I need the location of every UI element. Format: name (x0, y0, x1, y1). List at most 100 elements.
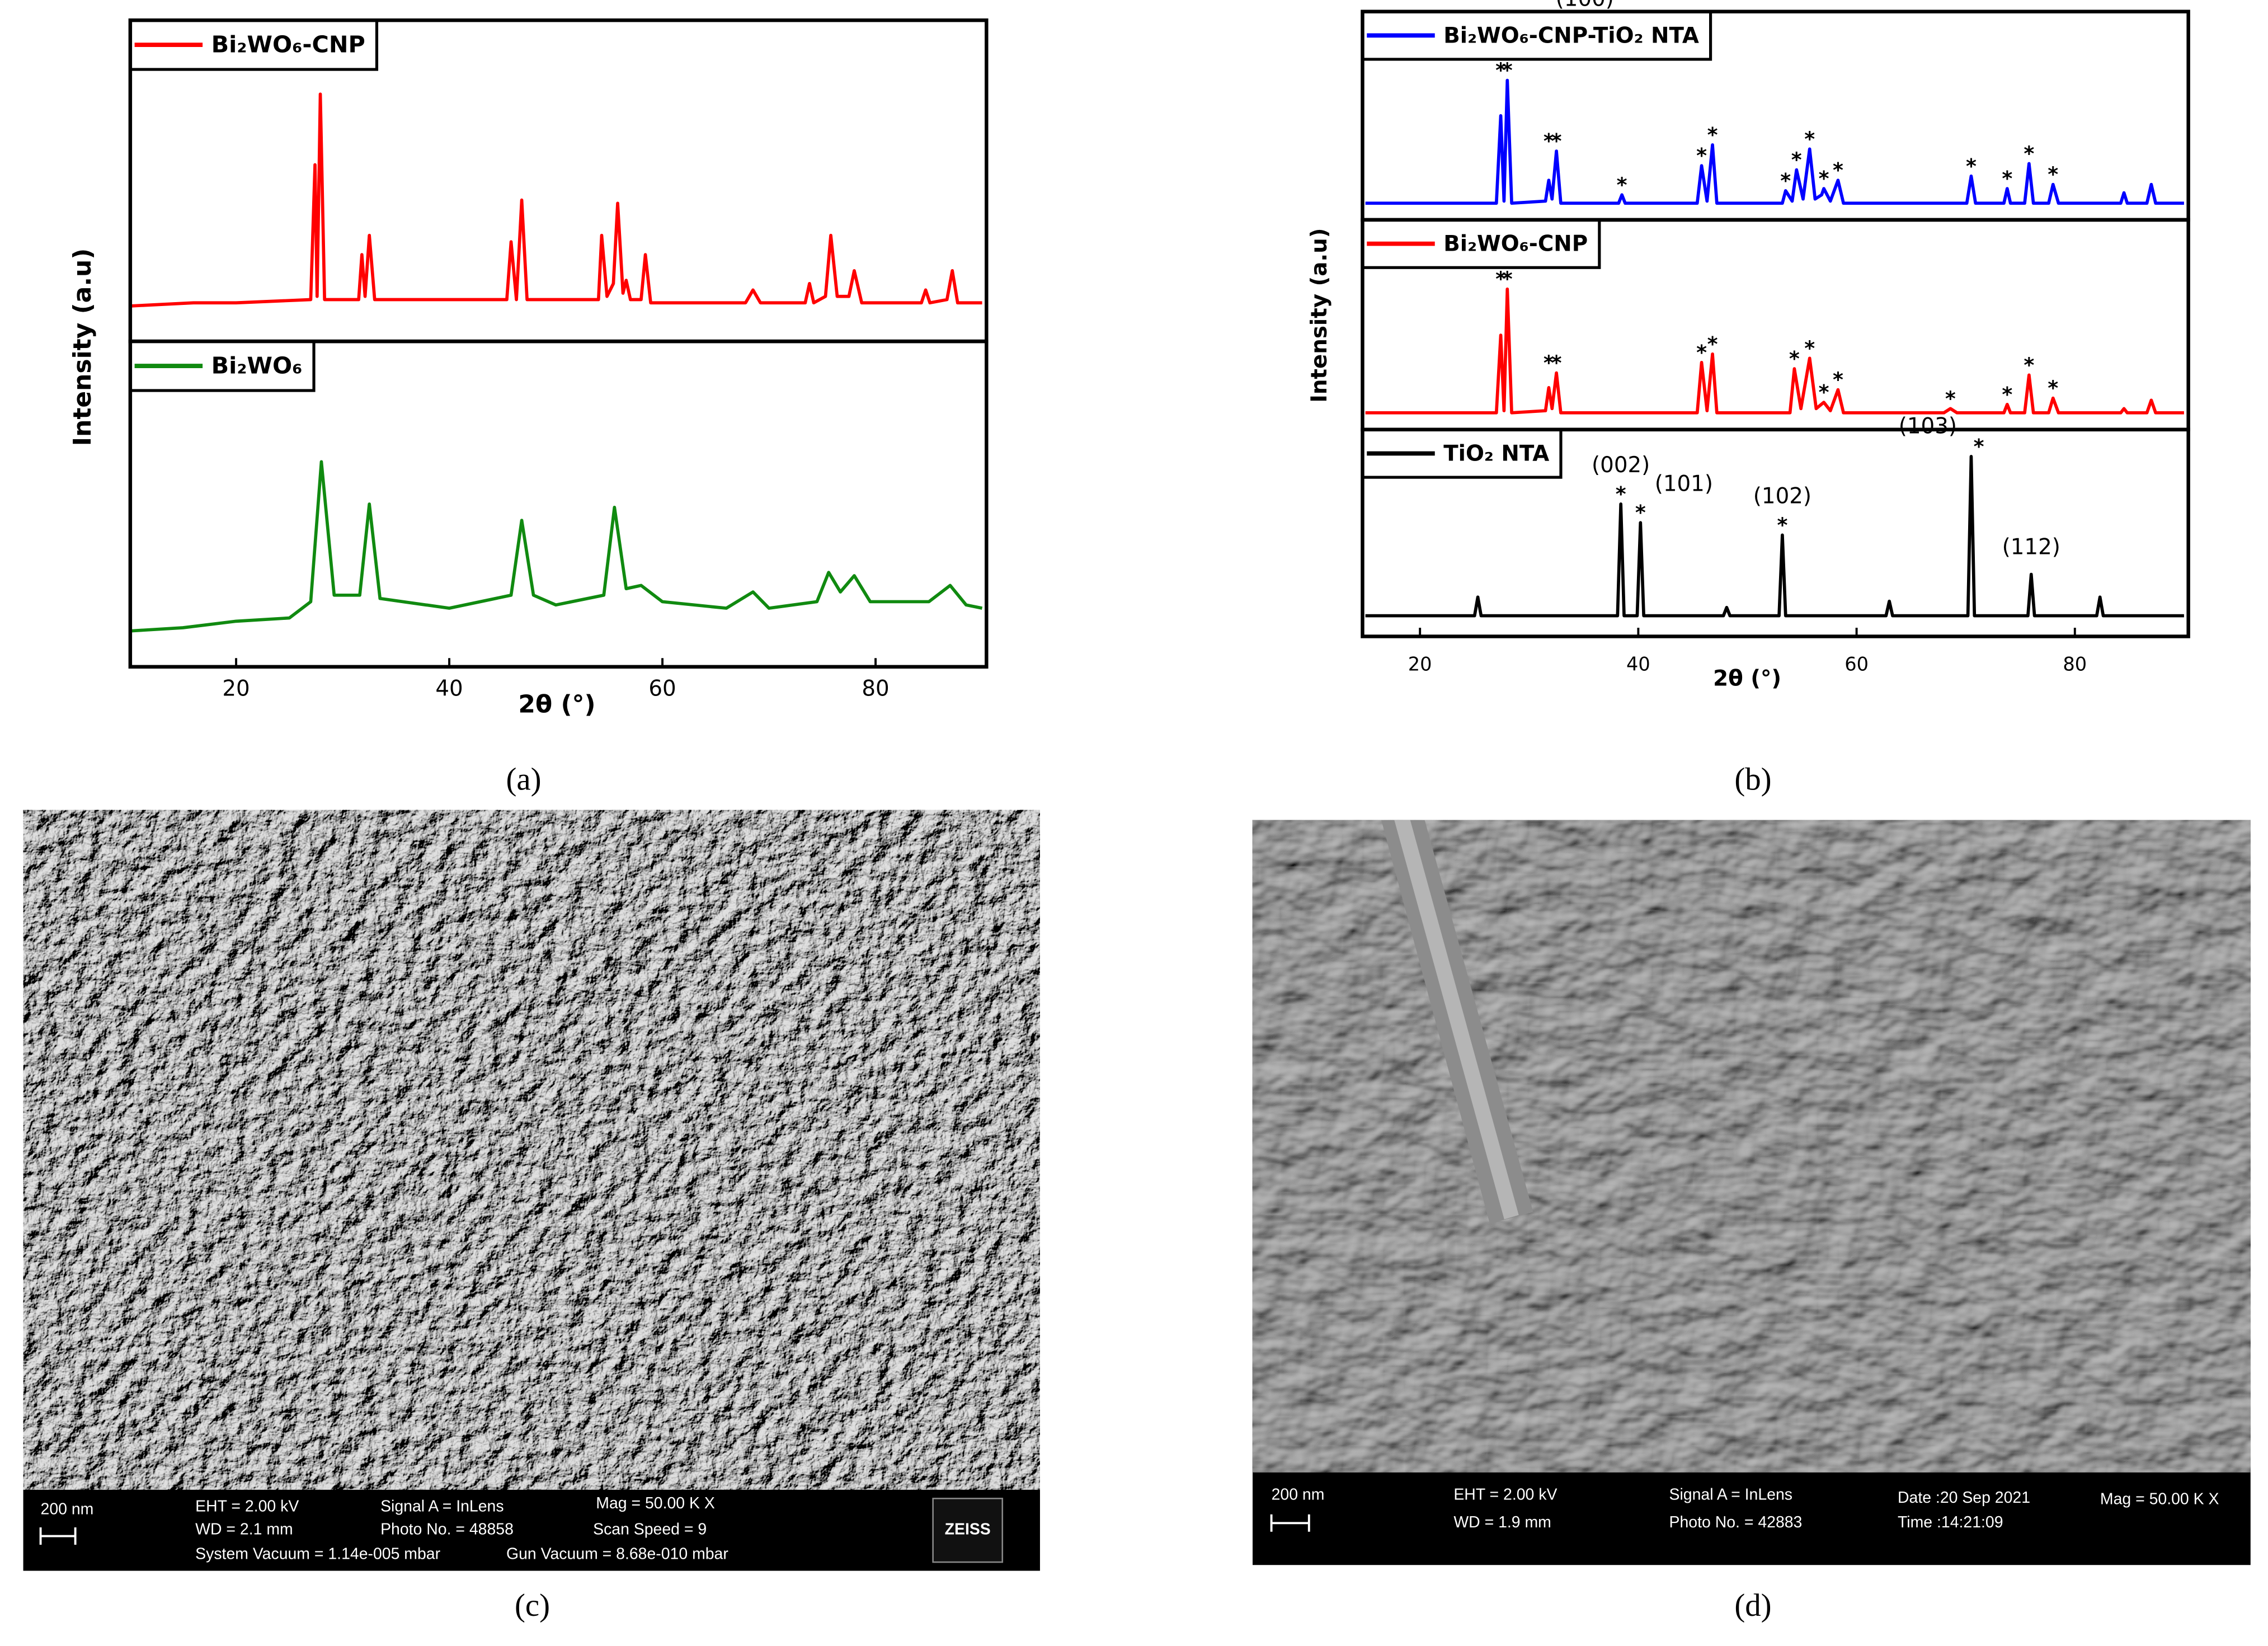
data-line (129, 460, 983, 633)
peak-marker: * (1966, 154, 1977, 178)
legend: Bi₂WO₆-CNP (1361, 218, 1601, 269)
caption: (a) (506, 762, 541, 797)
caption: (d) (1734, 1588, 1771, 1623)
peak-marker: * (2048, 162, 2058, 186)
y-axis-label: Intensity (a.u) (1307, 228, 1332, 403)
scale-label: 200 nm (41, 1501, 94, 1518)
legend-label: Bi₂WO₆ (211, 352, 303, 379)
peak-marker: * (2024, 142, 2034, 166)
peak-marker: * (1551, 351, 1562, 375)
scale-bar (39, 1527, 77, 1545)
logo (932, 1498, 1004, 1563)
info-text: EHT = 2.00 kV (195, 1497, 299, 1515)
legend-label: Bi₂WO₆-CNP (1443, 232, 1588, 257)
info-text: Signal A = InLens (380, 1497, 504, 1515)
peak-marker: * (2002, 167, 2012, 191)
peak-marker: * (1635, 501, 1646, 525)
peak-marker: * (1950, 0, 1960, 11)
peak-annotation: (102) (1753, 484, 1811, 509)
info-text: Mag = 50.00 K X (596, 1494, 715, 1512)
rod (1381, 820, 1533, 1224)
x-axis-label: 2θ (°) (518, 690, 595, 719)
info-text: Photo No. = 42883 (1669, 1513, 1803, 1531)
peak-marker: * (1777, 513, 1787, 537)
peak-marker: * (1974, 434, 1984, 458)
peak-annotation: (002) (1592, 453, 1650, 478)
info-bar (1252, 1472, 2251, 1565)
peak-marker: * (1789, 347, 1800, 371)
x-tick-label: 80 (862, 676, 889, 702)
peak-annotation: (100) (1556, 0, 1614, 12)
scale-label: 200 nm (1272, 1486, 1325, 1504)
scale-bar (1270, 1514, 1310, 1532)
peak-marker: * (1833, 158, 1843, 182)
x-tick-label: 60 (648, 676, 676, 702)
info-text: Photo No. = 48858 (380, 1521, 514, 1539)
peak-marker: * (1780, 168, 1791, 192)
peak-marker: * (1544, 351, 1554, 375)
info-text: Signal A = InLens (1669, 1486, 1792, 1504)
peak-marker: * (1804, 336, 1815, 360)
data-line (129, 92, 982, 308)
peak-marker: * (1544, 129, 1554, 153)
legend-label: Bi₂WO₆-CNP (211, 31, 365, 58)
x-tick-label: 60 (1844, 653, 1869, 675)
sem-image (1252, 820, 2251, 1473)
caption: (c) (515, 1588, 550, 1623)
info-text: WD = 1.9 mm (1453, 1513, 1551, 1531)
x-axis-label: 2θ (°) (1713, 666, 1781, 692)
data-line (1365, 455, 2184, 618)
peak-marker: * (1502, 58, 1513, 82)
info-text: EHT = 2.00 kV (1453, 1486, 1557, 1504)
peak-marker: * (2002, 382, 2012, 406)
peak-marker: * (1616, 482, 1626, 506)
peak-marker: * (2048, 376, 2058, 400)
peak-marker: * (2024, 353, 2034, 377)
logo-text: ZEISS (945, 1521, 991, 1539)
peak-marker: * (1639, 0, 1649, 11)
caption: (b) (1734, 762, 1771, 797)
peak-marker: * (1707, 123, 1718, 147)
legend: TiO₂ NTA (1361, 428, 1563, 479)
peak-marker: * (1502, 267, 1513, 291)
peak-marker: * (1707, 332, 1718, 356)
info-bar (23, 1489, 1040, 1571)
peak-annotation: (101) (1655, 471, 1713, 496)
sem-image (23, 810, 1040, 1490)
info-text: Date :20 Sep 2021 (1898, 1489, 2030, 1507)
legend: Bi₂WO₆-CNP (129, 18, 379, 71)
x-tick-label: 80 (2063, 653, 2087, 675)
legend-label: Bi₂WO₆-CNP-TiO₂ NTA (1443, 23, 1699, 48)
peak-marker: * (1495, 58, 1506, 82)
info-text: Mag = 50.00 K X (2100, 1490, 2219, 1508)
peak-marker: * (1819, 167, 1829, 191)
data-line (1365, 78, 2184, 205)
data-line (1365, 287, 2184, 415)
peak-marker: * (1696, 144, 1707, 168)
peak-marker: * (1804, 127, 1815, 151)
panel-frame (128, 339, 989, 669)
peak-marker: * (1945, 387, 1956, 411)
info-text: Gun Vacuum = 8.68e-010 mbar (506, 1545, 728, 1563)
panel-frame (1361, 427, 2190, 638)
peak-marker: * (1696, 340, 1707, 364)
x-tick-label: 40 (1626, 653, 1650, 675)
legend: Bi₂WO₆-CNP-TiO₂ NTA (1361, 10, 1712, 61)
legend: Bi₂WO₆ (129, 340, 316, 392)
info-text: System Vacuum = 1.14e-005 mbar (195, 1545, 440, 1563)
info-text: Scan Speed = 9 (593, 1521, 707, 1539)
y-axis-label: Intensity (a.u) (68, 248, 97, 446)
peak-marker: * (1833, 368, 1843, 392)
info-text: WD = 2.1 mm (195, 1521, 293, 1539)
peak-marker: * (1495, 267, 1506, 291)
peak-marker: * (1617, 173, 1627, 197)
peak-annotation: (112) (2002, 535, 2060, 560)
x-tick-label: 20 (222, 676, 250, 702)
peak-marker: * (1819, 380, 1829, 405)
peak-marker: * (1791, 148, 1802, 172)
x-tick-label: 40 (435, 676, 463, 702)
peak-marker: * (1551, 129, 1562, 153)
x-tick-label: 20 (1408, 653, 1432, 675)
